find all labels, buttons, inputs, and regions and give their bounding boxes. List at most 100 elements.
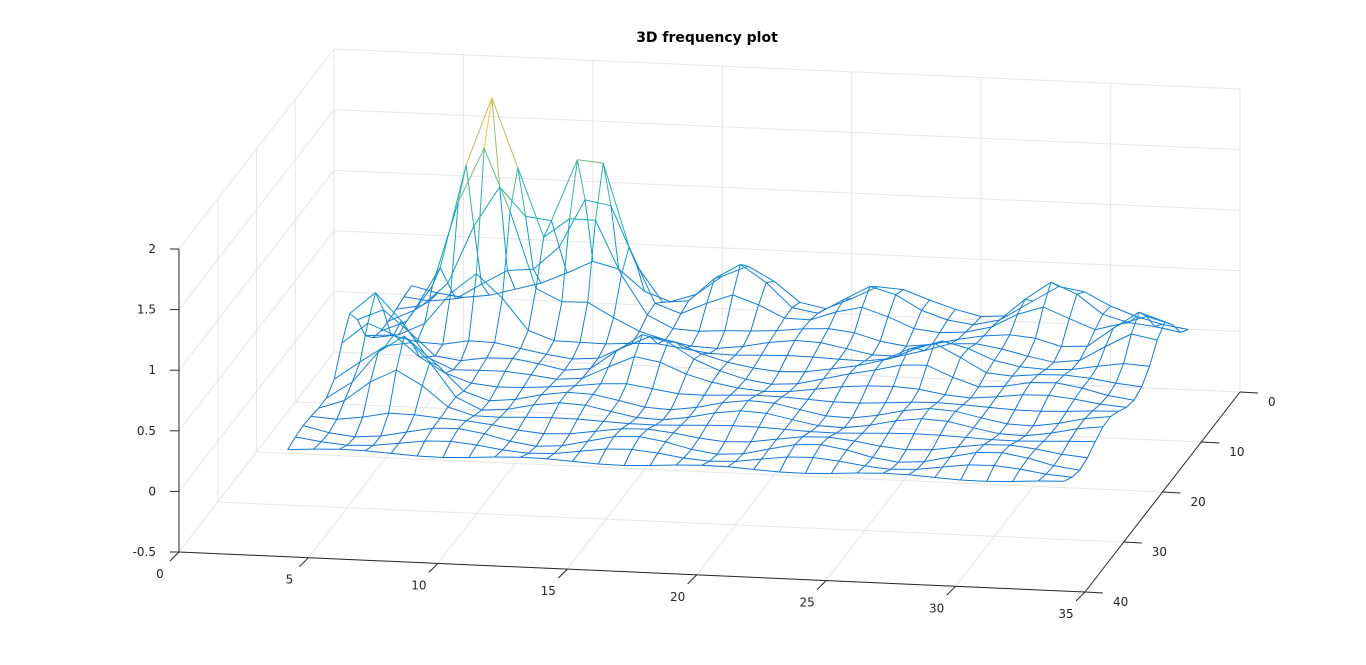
mesh-segment <box>1004 382 1031 387</box>
mesh-segment <box>520 456 547 460</box>
mesh-segment <box>766 280 775 284</box>
mesh-segment <box>1053 465 1080 471</box>
mesh-segment <box>926 364 954 378</box>
mesh-segment <box>390 442 400 454</box>
mesh-segment <box>820 444 847 451</box>
mesh-segment <box>1022 394 1049 396</box>
mesh-segment <box>774 402 801 411</box>
mesh-segment <box>551 159 578 221</box>
mesh-segment <box>532 246 560 270</box>
mesh-segment <box>913 433 940 436</box>
mesh-segment <box>1107 382 1117 396</box>
mesh-segment <box>510 440 537 447</box>
mesh-segment <box>965 427 974 438</box>
mesh-segment <box>817 298 845 314</box>
mesh-segment <box>520 330 529 349</box>
mesh-segment <box>403 285 413 298</box>
mesh-segment <box>1068 294 1078 319</box>
mesh-segment <box>598 463 625 466</box>
mesh-segment <box>706 278 715 304</box>
mesh-segment <box>618 400 645 408</box>
mesh-segment <box>758 426 785 430</box>
mesh-segment <box>957 444 984 448</box>
mesh-segment <box>970 386 980 399</box>
mesh-segment <box>882 348 910 361</box>
mesh-segment <box>830 460 840 474</box>
mesh-segment <box>910 388 920 403</box>
mesh-segment <box>706 294 733 304</box>
mesh-segment <box>457 148 485 203</box>
mesh-segment <box>1069 440 1096 443</box>
mesh-segment <box>429 361 438 366</box>
mesh-segment <box>294 425 304 438</box>
mesh-segment <box>561 440 588 447</box>
mesh-segment <box>437 364 464 392</box>
mesh-segment <box>846 332 855 349</box>
mesh-segment <box>382 309 410 333</box>
mesh-segment <box>647 424 656 430</box>
mesh-segment <box>623 449 633 466</box>
mesh-segment <box>952 357 961 378</box>
mesh-segment <box>890 347 917 359</box>
mesh-segment <box>903 401 912 411</box>
mesh-segment <box>1001 334 1011 350</box>
mesh-segment <box>494 449 503 458</box>
mesh-segment <box>662 416 689 421</box>
mesh-segment <box>1084 410 1093 419</box>
mesh-segment <box>576 159 586 200</box>
mesh-segment <box>727 460 736 468</box>
mesh-segment <box>787 456 814 458</box>
mesh-segment <box>947 309 956 321</box>
mesh-segment <box>1110 410 1119 417</box>
mesh-segment <box>861 424 871 434</box>
mesh-segment <box>491 97 519 168</box>
mesh-segment <box>592 393 620 401</box>
mesh-segment <box>784 419 793 430</box>
mesh-segment <box>569 418 578 435</box>
mesh-segment <box>507 399 516 410</box>
mesh-segment <box>784 307 793 319</box>
mesh-segment <box>416 440 426 457</box>
mesh-segment <box>991 439 1018 442</box>
mesh-segment <box>553 301 563 341</box>
mesh-segment <box>497 386 524 388</box>
mesh-segment <box>336 416 363 420</box>
mesh-segment <box>831 472 858 474</box>
mesh-segment <box>1094 323 1122 331</box>
mesh-segment <box>1123 333 1132 364</box>
mesh-segment <box>1105 333 1132 347</box>
mesh-segment <box>657 343 684 349</box>
mesh-segment <box>807 398 834 403</box>
mesh-segment <box>866 369 876 387</box>
mesh-segment <box>616 334 643 352</box>
mesh-segment <box>458 428 485 435</box>
mesh-segment <box>548 378 558 388</box>
mesh-segment <box>1063 369 1073 376</box>
mesh-segment <box>367 292 376 324</box>
grid-line-left-z <box>178 169 335 371</box>
mesh-segment <box>769 444 796 450</box>
mesh-segment <box>631 331 640 344</box>
mesh-segment <box>530 363 540 376</box>
mesh-segment <box>408 331 436 357</box>
mesh-segment <box>481 400 490 411</box>
mesh-segment <box>750 304 760 332</box>
mesh-segment <box>554 340 581 343</box>
x-tick-mark <box>1075 591 1086 602</box>
mesh-segment <box>934 477 961 481</box>
mesh-segment <box>1055 374 1065 384</box>
mesh-segment <box>918 365 928 390</box>
mesh-segment <box>882 468 892 474</box>
mesh-segment <box>620 246 630 276</box>
mesh-segment <box>633 334 643 357</box>
mesh-segment <box>468 340 495 344</box>
mesh-segment <box>898 350 925 357</box>
mesh-segment <box>1130 312 1140 335</box>
mesh-segment <box>354 416 364 438</box>
mesh-segment <box>621 423 630 430</box>
mesh-segment <box>339 448 366 452</box>
mesh-segment <box>501 297 529 331</box>
mesh-segment <box>823 368 832 380</box>
mesh-segment <box>799 399 809 411</box>
mesh-segment <box>569 430 596 435</box>
